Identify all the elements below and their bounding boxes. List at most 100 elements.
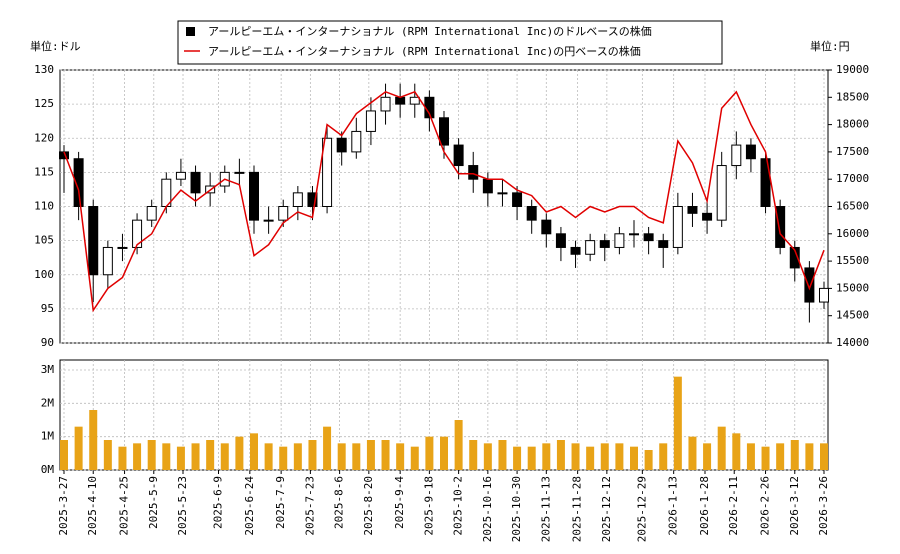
volume-bar <box>264 443 273 470</box>
y2-tick-label: 15000 <box>836 281 869 294</box>
x-tick-label: 2025-3-27 <box>57 476 70 536</box>
candle-body <box>643 233 654 242</box>
volume-bar <box>381 440 390 470</box>
candle-body <box>336 137 347 153</box>
y-tick-label: 2M <box>41 396 55 409</box>
volume-bar <box>220 443 229 470</box>
candle-body <box>789 246 800 269</box>
volume-bar <box>308 440 317 470</box>
volume-bar <box>293 443 302 470</box>
candle-body <box>658 240 669 248</box>
candle-body <box>482 178 493 194</box>
y-tick-label: 130 <box>34 63 54 76</box>
volume-bar <box>469 440 478 470</box>
candle-body <box>468 165 479 180</box>
candle-body <box>760 158 771 208</box>
candle-body <box>132 219 143 248</box>
x-tick-label: 2025-10-30 <box>510 476 523 542</box>
candle-body <box>555 233 566 248</box>
y2-tick-label: 17000 <box>836 172 869 185</box>
x-tick-label: 2025-7-23 <box>303 476 316 536</box>
volume-bar <box>790 440 799 470</box>
x-tick-label: 2025-5-9 <box>147 476 160 529</box>
volume-bar <box>732 433 741 470</box>
candle-body <box>292 192 303 208</box>
volume-bar <box>176 446 185 470</box>
candle-body <box>380 96 391 112</box>
volume-bar <box>235 436 244 470</box>
volume-bar <box>89 410 98 470</box>
volume-bar <box>191 443 200 470</box>
candle-body <box>541 219 552 235</box>
candle-body <box>439 117 449 146</box>
x-tick-label: 2025-10-2 <box>452 476 465 536</box>
y-tick-label: 90 <box>41 336 54 349</box>
x-tick-label: 2025-10-16 <box>481 476 494 542</box>
y2-tick-label: 17500 <box>836 145 869 158</box>
candle-body <box>249 171 259 221</box>
volume-bar <box>703 443 712 470</box>
candle-body <box>702 212 713 221</box>
volume-bar <box>147 440 156 470</box>
y2-tick-label: 18500 <box>836 90 869 103</box>
candle-body <box>629 233 639 236</box>
x-tick-label: 2025-11-28 <box>571 476 584 542</box>
candle-body <box>819 287 829 303</box>
volume-bar <box>206 440 215 470</box>
y-tick-label: 3M <box>41 363 55 376</box>
candle-body <box>307 192 318 208</box>
x-tick-label: 2025-11-13 <box>539 476 552 542</box>
candle-body <box>117 246 128 249</box>
volume-bar <box>717 426 726 470</box>
volume-bar <box>162 443 171 470</box>
volume-bar <box>133 443 142 470</box>
volume-bar <box>337 443 346 470</box>
volume-bar <box>279 446 288 470</box>
volume-bar <box>498 440 507 470</box>
x-tick-label: 2026-3-26 <box>817 476 830 536</box>
volume-bar <box>688 436 697 470</box>
candle-body <box>59 151 69 160</box>
volume-bar <box>103 440 112 470</box>
volume-bar <box>323 426 332 470</box>
y2-tick-label: 16000 <box>836 227 869 240</box>
y2-tick-label: 14500 <box>836 309 869 322</box>
volume-bar <box>776 443 785 470</box>
volume-bar <box>615 443 624 470</box>
volume-bar <box>440 436 448 470</box>
legend-label: アールピーエム・インターナショナル (RPM International Inc… <box>208 44 641 58</box>
candle-body <box>453 144 464 167</box>
x-tick-label: 2025-9-18 <box>422 476 435 536</box>
volume-bar <box>542 443 551 470</box>
legend-marker <box>186 27 195 36</box>
candle-body <box>731 144 742 167</box>
candle-body <box>526 206 537 221</box>
volume-bar <box>513 446 522 470</box>
x-tick-label: 2026-1-13 <box>667 476 680 536</box>
x-tick-label: 2025-8-6 <box>333 476 346 529</box>
candle-body <box>687 206 698 214</box>
candle-body <box>804 267 815 303</box>
volume-bar <box>60 440 68 470</box>
volume-bar <box>410 446 419 470</box>
y-axis-label: 単位:ドル <box>30 39 81 53</box>
x-tick-label: 2025-12-12 <box>600 476 613 542</box>
candle-body <box>614 233 625 248</box>
y-tick-label: 125 <box>34 97 54 110</box>
y2-tick-label: 16500 <box>836 200 869 213</box>
candle-body <box>775 206 786 248</box>
y2-tick-label: 15500 <box>836 254 869 267</box>
x-tick-label: 2025-5-23 <box>176 476 189 536</box>
y2-axis-label: 単位:円 <box>810 39 850 53</box>
volume-bar <box>659 443 668 470</box>
candle-body <box>234 171 245 174</box>
candle-body <box>102 246 113 276</box>
volume-bar <box>630 446 638 470</box>
y2-tick-label: 19000 <box>836 63 869 76</box>
candle-body <box>263 219 274 222</box>
volume-bar <box>118 446 127 470</box>
x-tick-label: 2025-4-10 <box>86 476 99 536</box>
volume-bar <box>483 443 492 470</box>
volume-bar <box>366 440 375 470</box>
volume-bar <box>527 446 536 470</box>
